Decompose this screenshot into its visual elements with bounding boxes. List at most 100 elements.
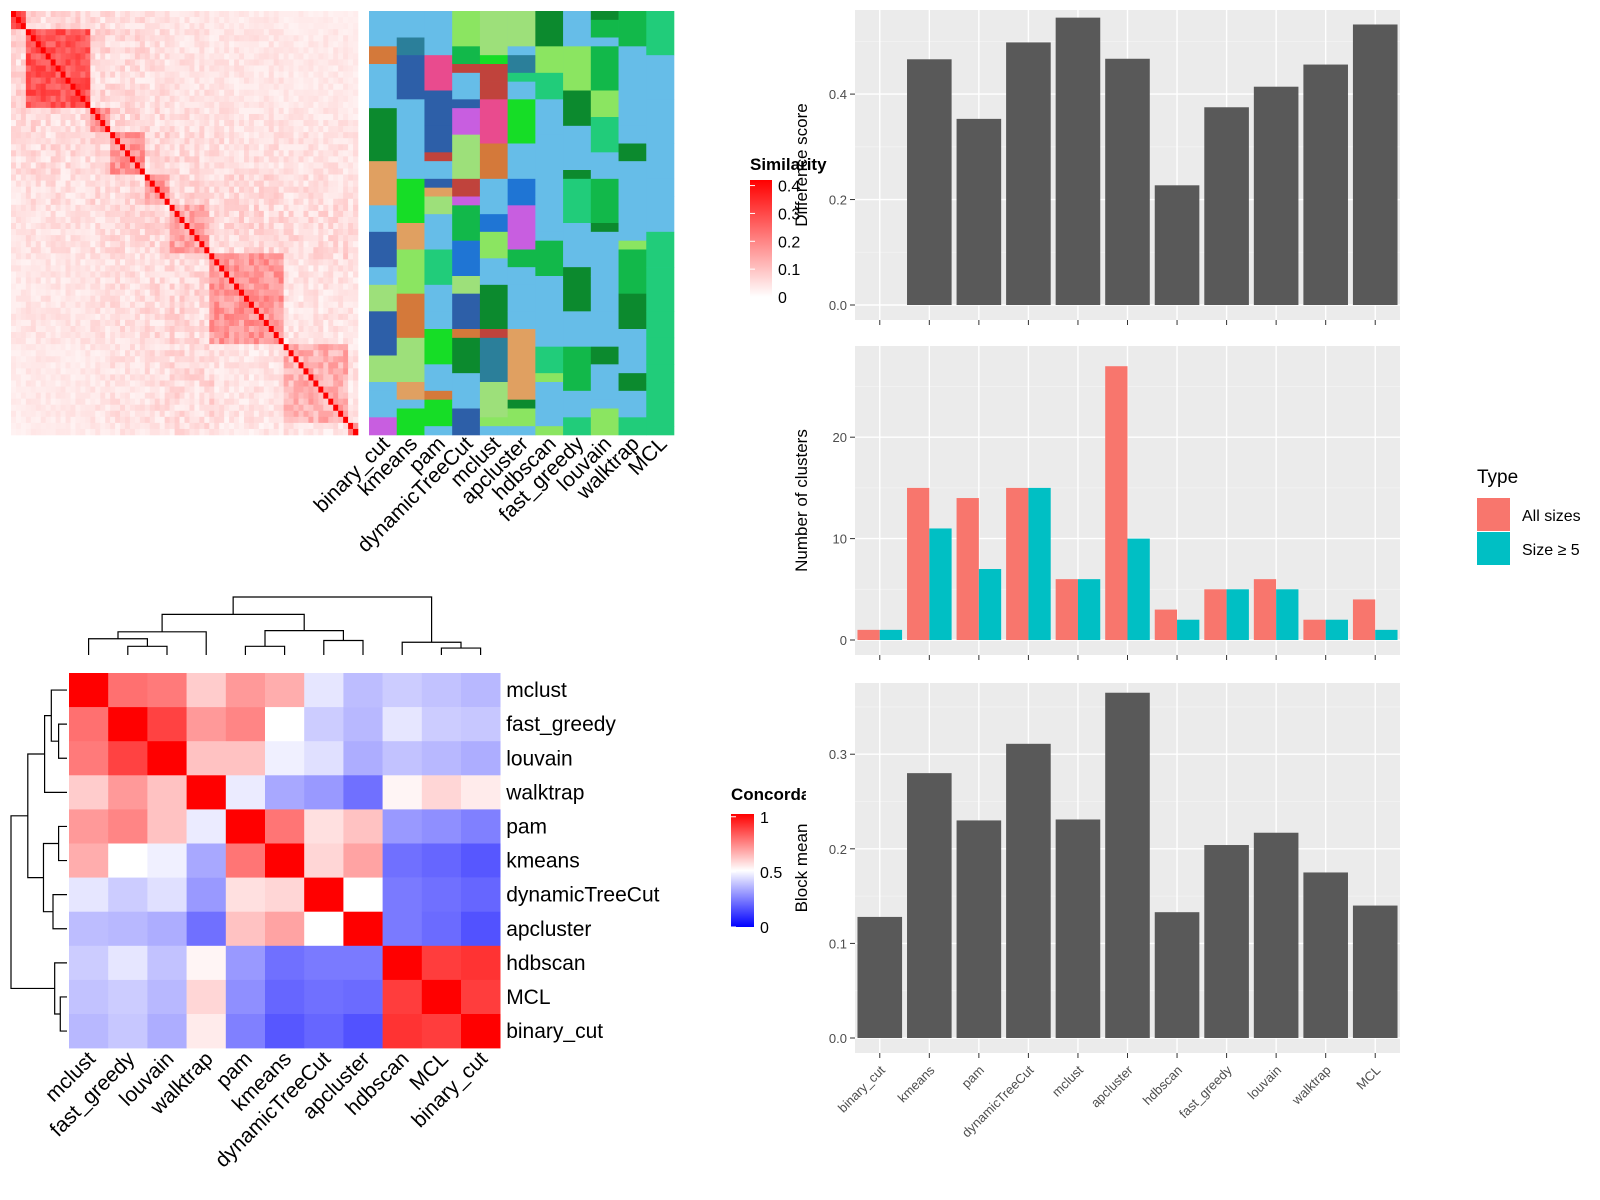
similarity-cell: [139, 138, 146, 145]
similarity-cell: [120, 150, 126, 157]
similarity-cell: [95, 404, 101, 412]
similarity-cell: [268, 17, 275, 24]
similarity-cell: [184, 404, 190, 412]
similarity-cell: [258, 350, 265, 357]
similarity-cell: [110, 253, 116, 260]
similarity-cell: [313, 301, 319, 309]
similarity-cell: [174, 150, 180, 157]
similarity-cell: [298, 235, 304, 242]
similarity-cell: [105, 392, 111, 399]
similarity-cell: [333, 101, 339, 109]
similarity-cell: [134, 362, 141, 369]
similarity-cell: [184, 235, 190, 242]
similarity-cell: [115, 113, 121, 121]
similarity-cell: [318, 307, 324, 315]
similarity-cell: [308, 126, 314, 133]
similarity-cell: [110, 101, 116, 109]
similarity-cell: [65, 174, 71, 181]
similarity-cell: [149, 71, 156, 78]
similarity-cell: [129, 247, 136, 254]
similarity-cell: [45, 386, 51, 393]
similarity-cell: [20, 410, 27, 418]
similarity-cell: [129, 271, 136, 278]
similarity-cell: [189, 410, 195, 418]
similarity-cell: [90, 247, 96, 254]
similarity-cell: [70, 29, 76, 36]
similarity-cell: [45, 338, 51, 345]
similarity-cell: [204, 168, 210, 175]
similarity-cell: [75, 77, 81, 84]
similarity-cell: [149, 398, 156, 406]
similarity-cell: [169, 107, 175, 115]
similarity-cell: [184, 325, 190, 333]
similarity-cell: [154, 277, 161, 284]
similarity-cell: [95, 107, 101, 115]
similarity-cell: [204, 41, 210, 48]
similarity-cell: [45, 150, 51, 157]
similarity-cell: [149, 283, 156, 290]
similarity-cell: [25, 235, 32, 242]
cluster-cell: [452, 108, 481, 135]
cluster-cell: [424, 399, 453, 427]
similarity-cell: [229, 144, 235, 151]
similarity-cell: [80, 192, 86, 200]
similarity-cell: [35, 362, 42, 369]
similarity-cell: [70, 17, 76, 24]
similarity-cell: [224, 59, 230, 66]
similarity-cell: [90, 410, 96, 418]
similarity-cell: [298, 180, 304, 187]
similarity-cell: [303, 332, 309, 339]
similarity-cell: [338, 47, 344, 54]
similarity-cell: [154, 47, 161, 54]
similarity-cell: [11, 380, 17, 387]
similarity-cell: [164, 332, 170, 339]
similarity-cell: [298, 289, 304, 296]
similarity-cell: [189, 277, 195, 284]
similarity-cell: [189, 338, 195, 345]
similarity-cell: [308, 83, 314, 91]
similarity-cell: [144, 210, 151, 218]
similarity-cell: [224, 313, 230, 321]
similarity-cell: [214, 101, 220, 109]
similarity-cell: [343, 295, 349, 303]
similarity-cell: [288, 422, 294, 430]
similarity-cell: [115, 428, 121, 436]
similarity-cell: [50, 368, 56, 375]
similarity-cell: [40, 392, 46, 399]
similarity-cell: [303, 29, 309, 36]
similarity-cell: [328, 47, 334, 54]
similarity-cell: [348, 271, 354, 278]
similarity-cell: [253, 380, 260, 387]
similarity-cell: [288, 332, 294, 339]
cluster-cell: [452, 134, 481, 180]
similarity-cell: [209, 422, 215, 430]
similarity-cell: [90, 126, 96, 133]
similarity-cell: [40, 126, 46, 133]
similarity-cell: [45, 313, 51, 321]
similarity-cell: [239, 235, 245, 242]
similarity-cell: [313, 11, 319, 18]
similarity-cell: [243, 101, 250, 109]
similarity-cell: [323, 265, 329, 272]
similarity-cell: [105, 332, 111, 339]
similarity-cell: [60, 138, 66, 145]
similarity-cell: [343, 259, 349, 266]
similarity-cell: [80, 216, 86, 224]
similarity-cell: [65, 392, 71, 399]
similarity-cell: [125, 89, 131, 97]
similarity-cell: [263, 247, 270, 254]
similarity-cell: [125, 132, 131, 139]
similarity-cell: [353, 120, 359, 127]
similarity-cell: [268, 174, 275, 181]
similarity-cell: [179, 204, 185, 212]
similarity-cell: [115, 53, 121, 60]
similarity-cell: [224, 180, 230, 187]
similarity-cell: [308, 65, 314, 72]
similarity-cell: [149, 338, 156, 345]
similarity-cell: [308, 192, 314, 200]
similarity-cell: [298, 398, 304, 406]
similarity-cell: [80, 47, 86, 54]
similarity-cell: [199, 192, 205, 200]
similarity-cell: [30, 259, 37, 266]
similarity-cell: [189, 150, 195, 157]
